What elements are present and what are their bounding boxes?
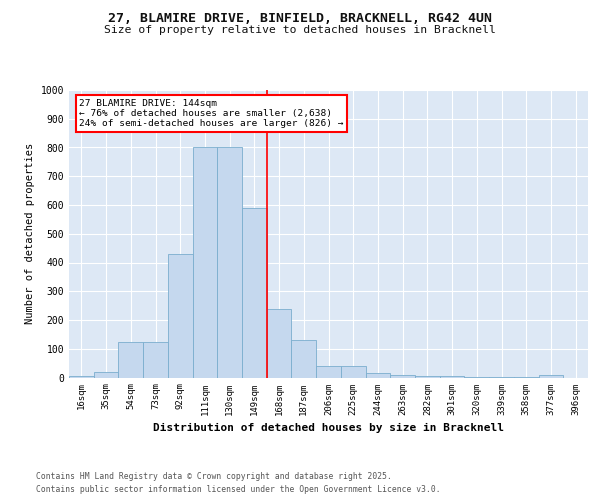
Bar bbox=[118, 342, 143, 378]
Bar bbox=[464, 376, 489, 378]
X-axis label: Distribution of detached houses by size in Bracknell: Distribution of detached houses by size … bbox=[153, 423, 504, 433]
Bar bbox=[365, 373, 390, 378]
Bar bbox=[168, 254, 193, 378]
Bar bbox=[415, 376, 440, 378]
Bar bbox=[292, 340, 316, 378]
Bar bbox=[193, 148, 217, 378]
Bar bbox=[267, 308, 292, 378]
Bar bbox=[390, 374, 415, 378]
Text: 27 BLAMIRE DRIVE: 144sqm
← 76% of detached houses are smaller (2,638)
24% of sem: 27 BLAMIRE DRIVE: 144sqm ← 76% of detach… bbox=[79, 98, 344, 128]
Bar bbox=[440, 376, 464, 378]
Bar bbox=[316, 366, 341, 378]
Text: Contains HM Land Registry data © Crown copyright and database right 2025.: Contains HM Land Registry data © Crown c… bbox=[36, 472, 392, 481]
Bar bbox=[489, 376, 514, 378]
Bar bbox=[143, 342, 168, 378]
Bar bbox=[217, 148, 242, 378]
Bar bbox=[539, 374, 563, 378]
Text: 27, BLAMIRE DRIVE, BINFIELD, BRACKNELL, RG42 4UN: 27, BLAMIRE DRIVE, BINFIELD, BRACKNELL, … bbox=[108, 12, 492, 26]
Y-axis label: Number of detached properties: Number of detached properties bbox=[25, 143, 35, 324]
Text: Contains public sector information licensed under the Open Government Licence v3: Contains public sector information licen… bbox=[36, 485, 440, 494]
Text: Size of property relative to detached houses in Bracknell: Size of property relative to detached ho… bbox=[104, 25, 496, 35]
Bar bbox=[94, 372, 118, 378]
Bar bbox=[242, 208, 267, 378]
Bar bbox=[341, 366, 365, 378]
Bar bbox=[514, 376, 539, 378]
Bar bbox=[69, 376, 94, 378]
